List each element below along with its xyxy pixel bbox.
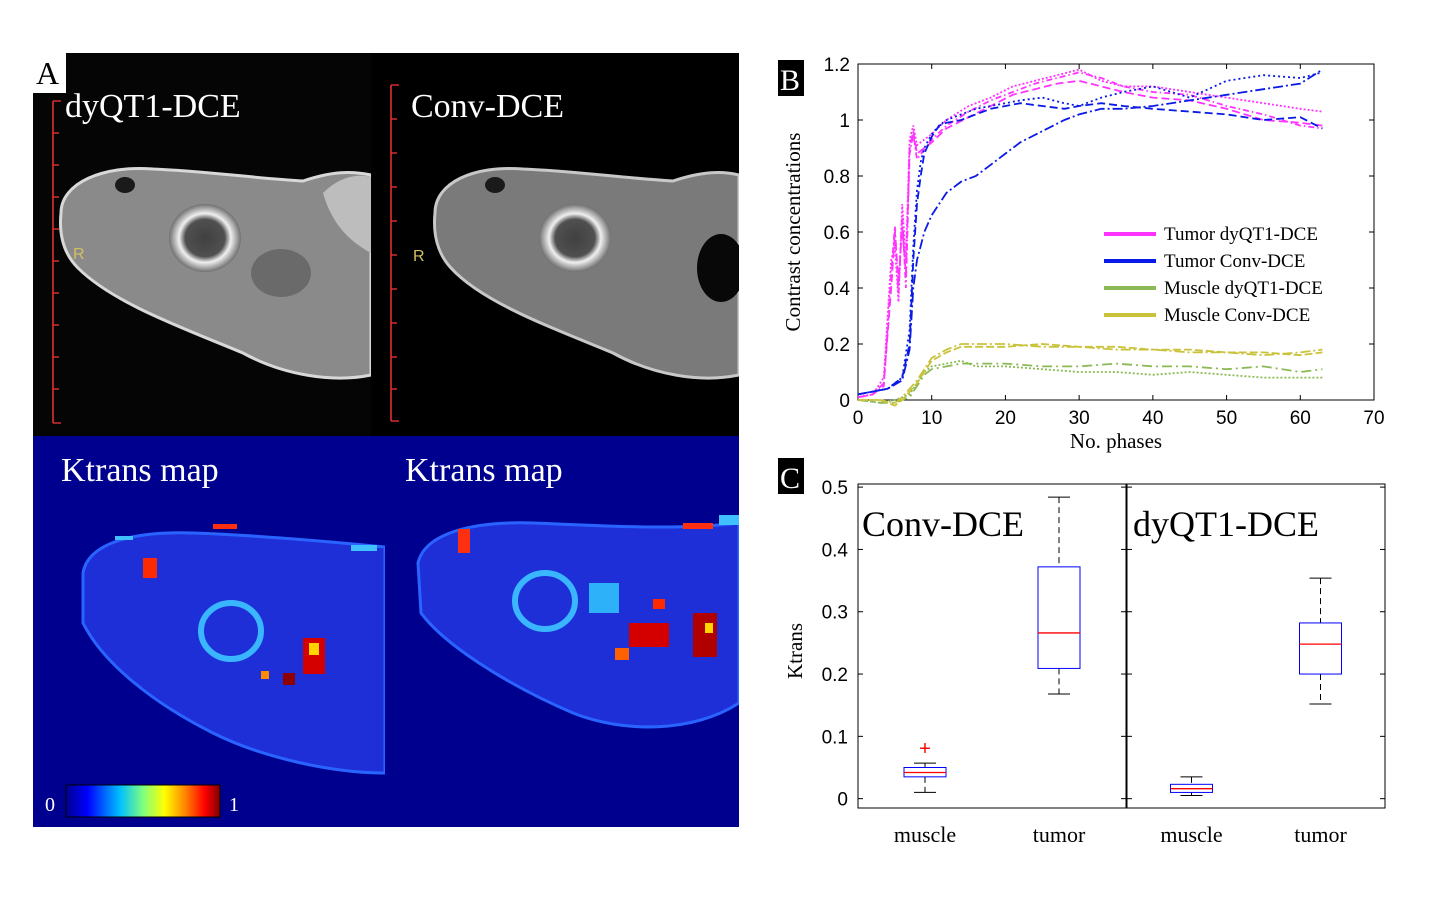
- outlier-marker: +: [919, 738, 931, 760]
- y-tick-label: 0.4: [822, 540, 849, 561]
- ktrans-label-left: Ktrans map: [61, 452, 219, 489]
- y-tick-label: 0.4: [824, 279, 851, 300]
- ktrans-map-left: [33, 436, 387, 827]
- series-line-muscle-conv-dce: [858, 343, 1323, 404]
- colorbar-min-label: 0: [45, 794, 55, 816]
- y-axis-label: Contrast concentrations: [781, 133, 805, 332]
- y-tick-label: 0.5: [822, 478, 848, 499]
- y-tick-label: 0.1: [822, 727, 848, 748]
- x-tick-label: 70: [1363, 408, 1384, 429]
- ktrans-colorbar: 0 1: [45, 784, 239, 818]
- series-line-muscle-conv-dce: [858, 343, 1323, 407]
- panel-b-letter: B: [780, 64, 800, 97]
- x-category-label: tumor: [1294, 822, 1347, 847]
- y-tick-label: 0.8: [824, 167, 850, 188]
- y-tick-label: 1: [839, 111, 850, 132]
- panel-a-image-grid: A dyQT1-DCE Conv-DCE R R Ktrans map Ktra…: [33, 53, 739, 827]
- panel-b-letter-box: [778, 60, 804, 96]
- x-category-label: tumor: [1033, 822, 1086, 847]
- mri-label-dyqt1: dyQT1-DCE: [65, 88, 241, 125]
- x-tick-label: 0: [853, 408, 864, 429]
- y-tick-label: 1.2: [824, 55, 850, 76]
- y-tick-label: 0.3: [822, 603, 848, 624]
- series-line-tumor-conv-dce: [857, 68, 1323, 396]
- subplot-title: Conv-DCE: [862, 504, 1024, 544]
- x-tick-label: 50: [1216, 408, 1237, 429]
- x-tick-label: 60: [1290, 408, 1311, 429]
- panel-c-box-chart: C 0 0.1 0.2 0.3 0.4 0.5 Ktrans Conv-DCE + muscle t…: [778, 458, 1386, 847]
- colorbar-max-label: 1: [229, 794, 239, 816]
- panel-c-letter: C: [780, 462, 800, 495]
- ktrans-label-right: Ktrans map: [405, 452, 563, 489]
- orientation-marker-right: R: [413, 248, 425, 265]
- y-tick-label: 0.2: [824, 335, 850, 356]
- series-line-tumor-dyqt1-dce: [857, 71, 1323, 399]
- box-iqr: [1037, 566, 1081, 669]
- mri-label-conv: Conv-DCE: [411, 88, 564, 125]
- legend-label: Muscle Conv-DCE: [1164, 305, 1310, 326]
- box-iqr: [1299, 622, 1342, 675]
- x-tick-label: 20: [995, 408, 1016, 429]
- legend-label: Tumor dyQT1-DCE: [1164, 224, 1318, 245]
- series-line-muscle-dyqt1-dce: [857, 362, 1323, 404]
- series-line-tumor-conv-dce: [857, 102, 1323, 396]
- panel-a-letter-text: A: [36, 55, 60, 91]
- subplot-frame: [857, 483, 1127, 809]
- x-category-label: muscle: [1160, 822, 1222, 847]
- y-tick-label: 0: [837, 790, 848, 811]
- x-tick-label: 30: [1069, 408, 1090, 429]
- x-category-label: muscle: [894, 822, 956, 847]
- panel-a-letter-box: A: [33, 53, 66, 93]
- panel-c-letter-box: [778, 458, 804, 494]
- mri-dyqt1-image: [33, 53, 373, 436]
- series-line-tumor-dyqt1-dce: [857, 68, 1323, 399]
- y-axis-label: Ktrans: [783, 623, 807, 679]
- ktrans-map-right: [385, 436, 739, 827]
- legend-label: Tumor Conv-DCE: [1164, 251, 1305, 272]
- series-line-muscle-dyqt1-dce: [857, 359, 1323, 404]
- x-tick-label: 10: [921, 408, 942, 429]
- y-tick-label: 0: [839, 391, 850, 412]
- subplot-title: dyQT1-DCE: [1133, 504, 1319, 544]
- orientation-marker-left: R: [73, 246, 85, 263]
- y-tick-label: 0.2: [822, 665, 848, 686]
- x-tick-label: 40: [1142, 408, 1163, 429]
- x-axis-label: No. phases: [1070, 429, 1162, 453]
- y-tick-label: 0.6: [824, 223, 850, 244]
- mri-conv-image: [371, 53, 739, 436]
- legend-label: Muscle dyQT1-DCE: [1164, 278, 1323, 299]
- panel-b-line-chart: B 0 10 20 30 40 50 60 70 0 0.2 0.4 0.6 0.8 1 1.2 No. ph…: [778, 55, 1385, 453]
